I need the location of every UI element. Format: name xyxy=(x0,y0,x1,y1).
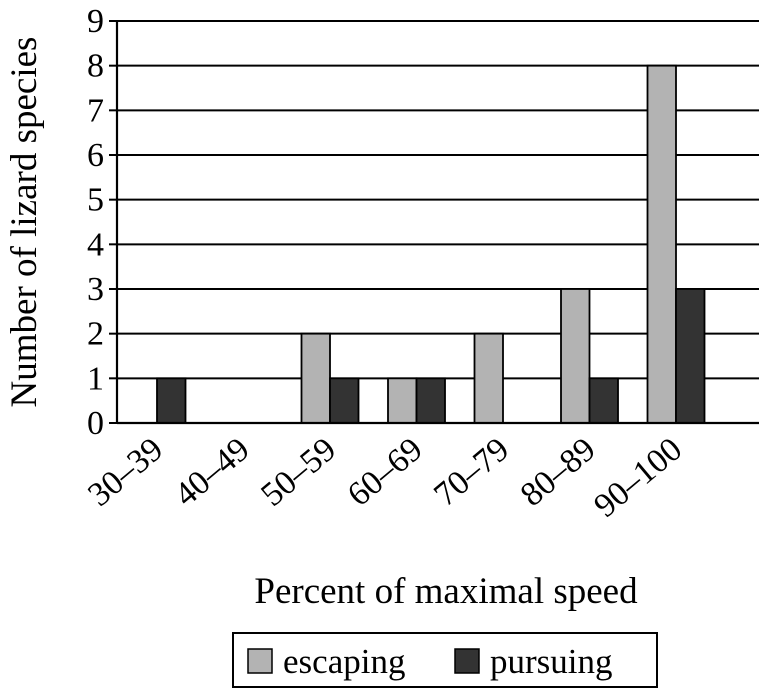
x-tick-label: 90–100 xyxy=(587,431,689,525)
x-tick-label: 80–89 xyxy=(514,431,603,514)
legend-label-escaping: escaping xyxy=(283,642,405,681)
y-tick-label: 1 xyxy=(87,360,104,397)
y-tick-labels: 0 1 2 3 4 5 6 7 8 9 xyxy=(87,3,104,442)
legend: escaping pursuing xyxy=(232,632,658,688)
x-tick-label: 60–69 xyxy=(341,431,430,514)
x-tick-label: 50–59 xyxy=(254,431,343,514)
bar-escaping-5 xyxy=(560,288,591,424)
y-tick-label: 9 xyxy=(87,3,104,40)
bar-pursuing-6 xyxy=(675,288,706,424)
y-tick-label: 8 xyxy=(87,48,104,85)
bar-pursuing-0 xyxy=(156,377,187,424)
gridlines xyxy=(117,20,759,380)
bars xyxy=(156,64,706,424)
y-tick-label: 2 xyxy=(87,316,104,353)
x-tick-label: 70–79 xyxy=(427,431,516,514)
legend-swatch-escaping xyxy=(247,648,273,674)
x-axis-title: Percent of maximal speed xyxy=(254,571,638,612)
bar-pursuing-2 xyxy=(329,377,360,424)
bar-pursuing-3 xyxy=(415,377,446,424)
bar-escaping-2 xyxy=(300,332,331,424)
legend-label-pursuing: pursuing xyxy=(490,642,613,681)
legend-box xyxy=(232,632,658,688)
y-tick-label: 6 xyxy=(87,137,104,174)
y-tick-label: 3 xyxy=(87,271,104,308)
y-tick-label: 0 xyxy=(87,405,104,442)
bar-escaping-6 xyxy=(646,64,677,424)
y-tick-label: 7 xyxy=(87,92,104,129)
x-tick-label: 30–39 xyxy=(81,431,170,514)
bar-escaping-4 xyxy=(473,332,504,424)
y-tick-label: 4 xyxy=(87,226,104,263)
y-axis-title: Number of lizard species xyxy=(4,37,45,408)
bar-escaping-3 xyxy=(387,377,418,424)
bar-pursuing-5 xyxy=(588,377,619,424)
axes xyxy=(109,20,759,425)
legend-swatch-pursuing xyxy=(454,648,480,674)
y-tick-label: 5 xyxy=(87,182,104,219)
x-tick-label: 40–49 xyxy=(168,431,257,514)
